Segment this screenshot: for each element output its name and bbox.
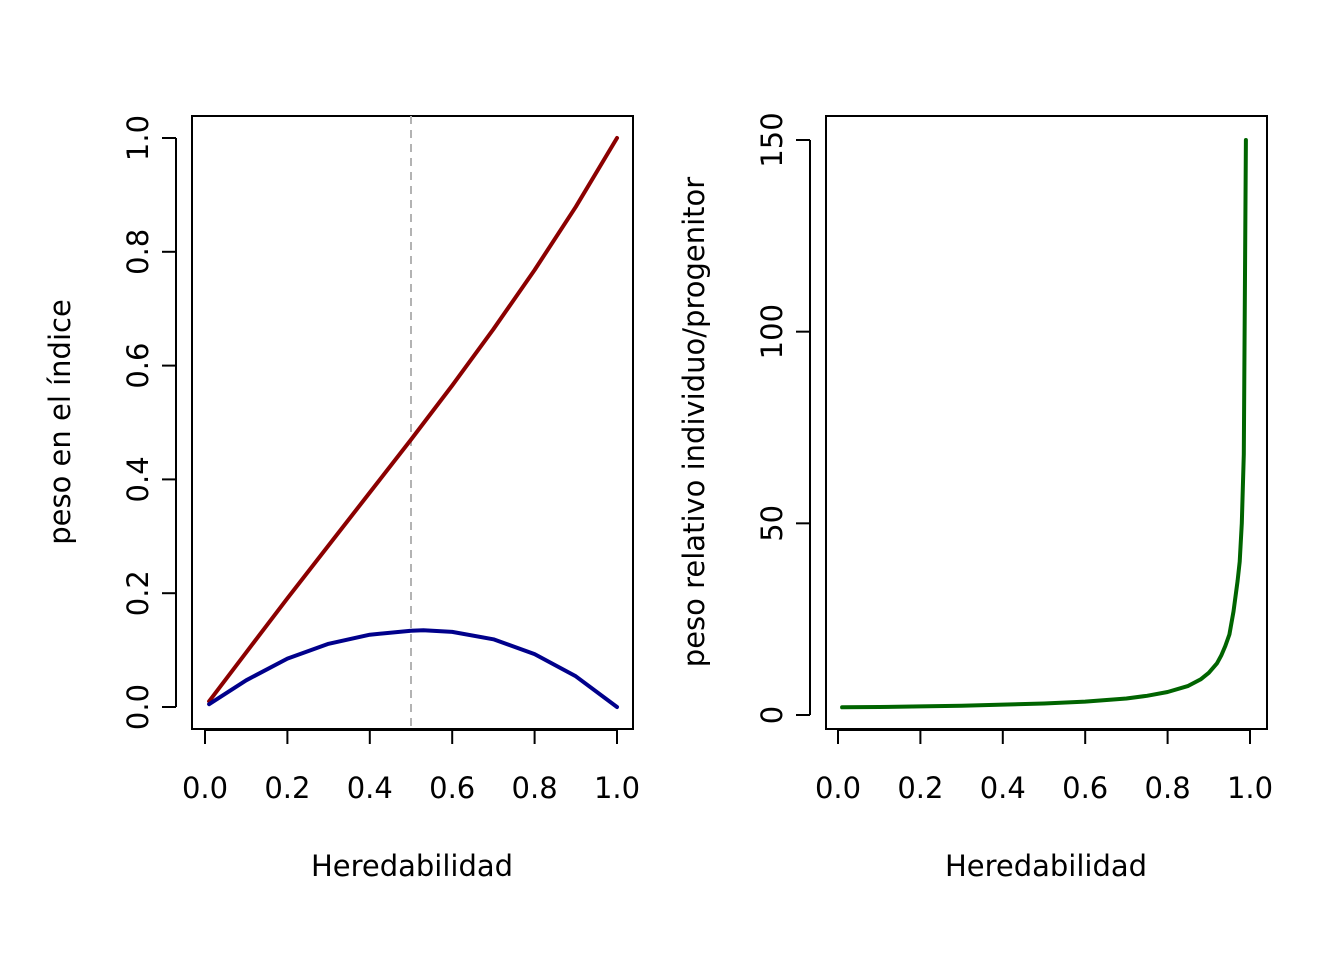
x-tick-label: 0.8 (1145, 771, 1191, 805)
left-chart-panel: 0.0 0.2 0.4 0.6 0.8 1.0 0.0 0.2 0.4 0.6 0.8 1.0 Her… (43, 115, 640, 883)
y-tick-label: 1.0 (121, 115, 155, 161)
x-tick-label: 0.0 (815, 771, 861, 805)
x-tick-label: 1.0 (1227, 771, 1273, 805)
y-tick-label: 0.8 (121, 229, 155, 275)
y-tick-label: 150 (755, 112, 789, 167)
x-tick-label: 0.2 (264, 771, 310, 805)
right-y-axis-title: peso relativo individuo/progenitor (677, 177, 711, 667)
right-x-axis-title: Heredabilidad (945, 849, 1147, 883)
y-tick-label: 0.6 (121, 343, 155, 389)
right-plot-frame (825, 115, 1268, 730)
x-tick-label: 0.4 (980, 771, 1026, 805)
y-tick-label: 0 (755, 706, 789, 724)
y-tick-label: 0.0 (121, 684, 155, 730)
series-line-1 (840, 138, 1248, 710)
y-tick-label: 0.4 (121, 456, 155, 502)
left-x-axis-title: Heredabilidad (311, 849, 513, 883)
y-tick-label: 50 (755, 505, 789, 542)
x-tick-label: 0.8 (512, 771, 558, 805)
x-tick-label: 1.0 (594, 771, 640, 805)
y-tick-label: 0.2 (121, 570, 155, 616)
x-tick-label: 0.2 (897, 771, 943, 805)
right-chart-panel: 0.0 0.2 0.4 0.6 0.8 1.0 0 50 100 150 Heredabilida… (677, 112, 1273, 883)
left-y-axis-title: peso en el índice (43, 299, 77, 545)
series-line-1 (207, 136, 619, 704)
x-tick-label: 0.6 (429, 771, 475, 805)
x-tick-label: 0.0 (182, 771, 228, 805)
y-tick-label: 100 (755, 304, 789, 359)
x-tick-label: 0.6 (1062, 771, 1108, 805)
series-line-2 (207, 628, 619, 709)
x-tick-label: 0.4 (347, 771, 393, 805)
